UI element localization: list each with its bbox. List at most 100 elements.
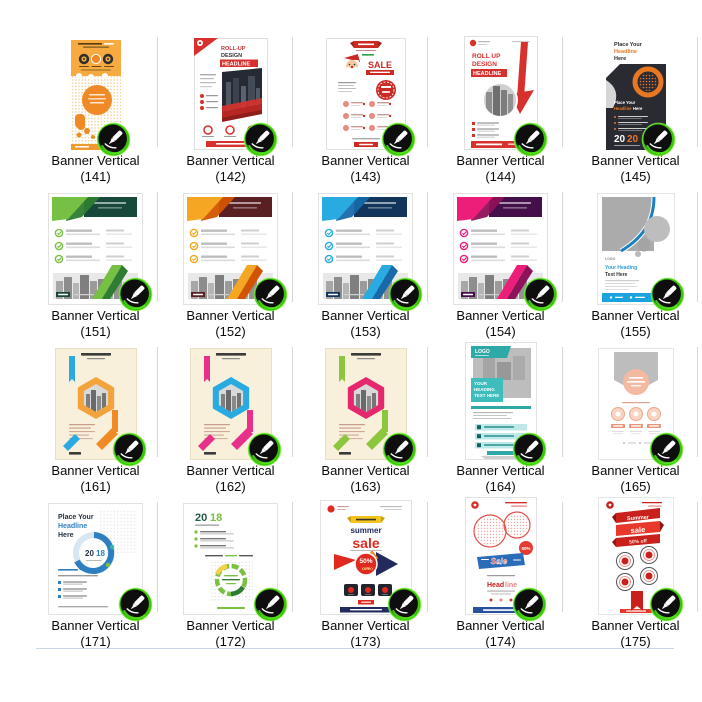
svg-text:HEADLINE: HEADLINE bbox=[222, 62, 250, 68]
banner-preview-image: ROLL UP DESIGN HEADLINE bbox=[463, 36, 547, 157]
section-divider bbox=[36, 648, 674, 649]
svg-text:YOUR: YOUR bbox=[474, 381, 488, 386]
file-item-173[interactable]: summer sale 50% 700 OFF Banner Vertical (173) bbox=[298, 499, 433, 654]
file-item-174[interactable]: 50% Sale Head line Banner Vertical (174) bbox=[433, 497, 568, 654]
coreldraw-pen-badge-icon bbox=[513, 122, 548, 157]
file-thumbnail: Place Your Headline Here 20 18 bbox=[28, 499, 163, 622]
coreldraw-pen-badge-icon bbox=[118, 587, 153, 622]
file-item-143[interactable]: SALE Banner Vertical (143) bbox=[298, 34, 433, 189]
coreldraw-pen-badge-icon bbox=[649, 587, 684, 622]
file-number: (164) bbox=[485, 479, 516, 494]
file-title: Banner Vertical bbox=[321, 308, 410, 323]
column-divider bbox=[697, 192, 698, 302]
file-item-151[interactable]: Banner Vertical (151) bbox=[28, 189, 163, 344]
file-item-163[interactable]: Banner Vertical (163) bbox=[298, 344, 433, 499]
coreldraw-pen-badge-icon bbox=[381, 122, 416, 157]
file-title: Banner Vertical bbox=[456, 153, 545, 168]
file-number: (163) bbox=[350, 479, 381, 494]
file-label: Banner Vertical (162) bbox=[186, 463, 274, 495]
file-item-175[interactable]: Summer sale 50% off Banner Vertical (175) bbox=[568, 497, 702, 654]
banner-preview-image: ROLL-UP DESIGN HEADLINE bbox=[193, 38, 277, 157]
column-divider bbox=[157, 192, 158, 302]
svg-text:ROLL-UP: ROLL-UP bbox=[221, 46, 246, 52]
file-item-162[interactable]: Banner Vertical (162) bbox=[163, 344, 298, 499]
coreldraw-pen-badge-icon bbox=[649, 432, 684, 467]
svg-text:OFF: OFF bbox=[362, 566, 371, 571]
file-number: (144) bbox=[485, 169, 516, 184]
column-divider bbox=[697, 347, 698, 457]
file-label: Banner Vertical (144) bbox=[456, 153, 544, 185]
svg-text:50%: 50% bbox=[359, 558, 372, 565]
file-item-172[interactable]: 20 18 Banner Vertical (172) bbox=[163, 499, 298, 654]
file-grid: Banner Vertical (141) ROLL-UP DESIGN HEADLIN… bbox=[28, 34, 702, 654]
column-divider bbox=[697, 502, 698, 612]
file-thumbnail: 20 18 bbox=[163, 499, 298, 622]
svg-text:Headline: Headline bbox=[614, 106, 632, 111]
column-divider bbox=[157, 502, 158, 612]
file-number: (174) bbox=[485, 634, 516, 649]
file-item-164[interactable]: LOGO YOUR HEADING TEXT HERE Banner Vertical… bbox=[433, 342, 568, 499]
banner-preview-image: SALE bbox=[325, 38, 415, 157]
file-item-145[interactable]: Place Your Headline Here Place Your Headline… bbox=[568, 34, 702, 189]
file-thumbnail: ROLL UP DESIGN HEADLINE bbox=[433, 34, 568, 157]
svg-text:20: 20 bbox=[195, 512, 207, 524]
file-label: Banner Vertical (163) bbox=[321, 463, 409, 495]
file-item-155[interactable]: LOGO Your Heading Text Here Banner Vertica… bbox=[568, 189, 702, 344]
banner-preview-image bbox=[318, 193, 423, 312]
banner-preview-image bbox=[453, 193, 558, 312]
file-number: (172) bbox=[215, 634, 246, 649]
file-item-161[interactable]: Banner Vertical (161) bbox=[28, 344, 163, 499]
file-item-152[interactable]: Banner Vertical (152) bbox=[163, 189, 298, 344]
svg-text:HEADLINE: HEADLINE bbox=[473, 71, 501, 77]
file-thumbnail bbox=[28, 344, 163, 467]
file-title: Banner Vertical bbox=[186, 618, 275, 633]
file-label: Banner Vertical (151) bbox=[51, 308, 139, 340]
svg-text:Sale: Sale bbox=[490, 557, 507, 566]
file-thumbnail bbox=[568, 344, 702, 467]
column-divider bbox=[697, 37, 698, 147]
file-number: (142) bbox=[215, 169, 246, 184]
file-thumbnail: LOGO YOUR HEADING TEXT HERE bbox=[433, 342, 568, 467]
file-label: Banner Vertical (145) bbox=[591, 153, 679, 185]
file-item-165[interactable]: Banner Vertical (165) bbox=[568, 344, 702, 499]
svg-text:Headline: Headline bbox=[58, 523, 87, 530]
svg-text:LOGO: LOGO bbox=[605, 257, 616, 261]
coreldraw-pen-badge-icon bbox=[388, 277, 423, 312]
file-item-144[interactable]: ROLL UP DESIGN HEADLINE Banner Vertical (14… bbox=[433, 34, 568, 189]
banner-preview-image: 50% Sale Head line bbox=[464, 497, 546, 622]
file-number: (151) bbox=[80, 324, 111, 339]
file-title: Banner Vertical bbox=[456, 308, 545, 323]
file-number: (154) bbox=[485, 324, 516, 339]
file-item-154[interactable]: Banner Vertical (154) bbox=[433, 189, 568, 344]
file-title: Banner Vertical bbox=[456, 463, 545, 478]
file-title: Banner Vertical bbox=[186, 308, 275, 323]
column-divider bbox=[292, 192, 293, 302]
svg-text:18: 18 bbox=[96, 549, 105, 558]
file-title: Banner Vertical bbox=[51, 618, 140, 633]
column-divider bbox=[292, 347, 293, 457]
file-label: Banner Vertical (165) bbox=[591, 463, 679, 495]
file-item-171[interactable]: Place Your Headline Here 20 18 Banner Vertic… bbox=[28, 499, 163, 654]
file-thumbnail bbox=[28, 34, 163, 157]
file-label: Banner Vertical (141) bbox=[51, 153, 139, 185]
file-item-153[interactable]: Banner Vertical (153) bbox=[298, 189, 433, 344]
svg-text:Head: Head bbox=[487, 582, 504, 589]
file-title: Banner Vertical bbox=[591, 463, 680, 478]
file-label: Banner Vertical (174) bbox=[456, 618, 544, 650]
svg-text:Here: Here bbox=[614, 56, 626, 62]
svg-text:Your Heading: Your Heading bbox=[605, 265, 637, 271]
file-item-142[interactable]: ROLL-UP DESIGN HEADLINE Banner Vertical (14… bbox=[163, 34, 298, 189]
svg-text:Place Your: Place Your bbox=[58, 514, 94, 521]
file-title: Banner Vertical bbox=[186, 463, 275, 478]
coreldraw-pen-badge-icon bbox=[512, 587, 547, 622]
file-thumbnail: SALE bbox=[298, 34, 433, 157]
column-divider bbox=[427, 502, 428, 612]
svg-text:HEADING: HEADING bbox=[474, 387, 495, 392]
svg-text:20: 20 bbox=[627, 134, 639, 145]
file-item-141[interactable]: Banner Vertical (141) bbox=[28, 34, 163, 189]
svg-text:TEXT HERE: TEXT HERE bbox=[474, 393, 499, 398]
banner-preview-image: LOGO YOUR HEADING TEXT HERE bbox=[464, 342, 546, 467]
file-number: (171) bbox=[80, 634, 111, 649]
file-title: Banner Vertical bbox=[51, 308, 140, 323]
coreldraw-pen-badge-icon bbox=[512, 432, 547, 467]
